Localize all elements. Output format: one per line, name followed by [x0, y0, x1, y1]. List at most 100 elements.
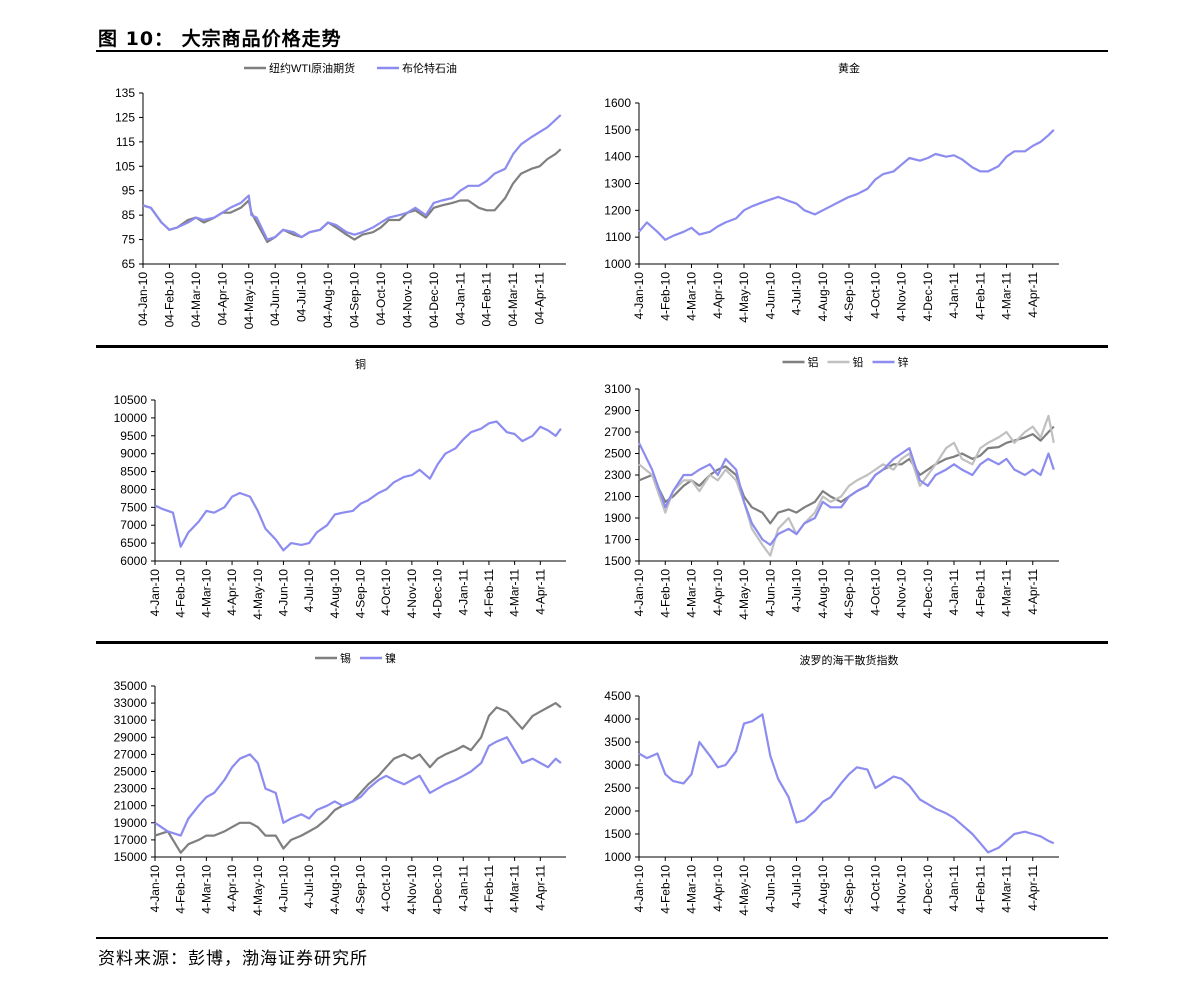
x-tick-label: 4-Feb-11	[973, 272, 987, 320]
y-tick-label: 8500	[120, 465, 147, 479]
y-tick-label: 2700	[604, 425, 631, 439]
x-tick-label: 4-Oct-10	[379, 865, 393, 912]
legend-label: 铝	[808, 355, 819, 369]
y-tick-label: 65	[122, 257, 136, 271]
y-tick-label: 2100	[604, 490, 631, 504]
x-tick-label: 4-Aug-10	[816, 569, 830, 619]
x-tick-label: 4-Mar-11	[1000, 569, 1014, 617]
x-tick-label: 4-Mar-10	[685, 569, 699, 618]
x-tick-label: 4-Apr-10	[225, 569, 239, 616]
y-tick-label: 6000	[120, 554, 147, 568]
x-tick-label: 4-Aug-10	[816, 865, 830, 915]
divider-rule-1	[96, 345, 1108, 348]
y-tick-label: 10000	[114, 411, 148, 425]
x-tick-label: 4-Sep-10	[842, 569, 856, 619]
x-tick-label: 04-Jan-11	[453, 272, 467, 325]
x-tick-label: 4-Apr-10	[711, 272, 725, 319]
x-tick-label: 4-Feb-10	[174, 865, 188, 914]
y-tick-label: 75	[122, 233, 136, 247]
x-tick-label: 4-Jan-10	[148, 569, 162, 617]
x-tick-label: 4-Dec-10	[431, 569, 445, 619]
x-tick-label: 4-Feb-10	[658, 569, 672, 618]
y-tick-label: 25000	[114, 765, 148, 779]
x-tick-label: 4-Jan-11	[947, 272, 961, 319]
chart-title: 铜	[355, 357, 366, 371]
chart-gold: 1000 1100 1200 1300 1400 1500 1600 4-Jan-10 4-Fe…	[604, 61, 1059, 323]
series-line-series-1	[638, 414, 1055, 557]
y-tick-label: 1600	[604, 96, 631, 110]
source-note: 资料来源：彭博，渤海证券研究所	[98, 949, 368, 969]
x-tick-label: 4-Apr-10	[711, 569, 725, 616]
x-tick-label: 4-Jul-10	[302, 569, 316, 613]
x-tick-label: 04-Nov-10	[400, 272, 414, 328]
y-tick-label: 9500	[120, 429, 147, 443]
series-line-series-2	[638, 442, 1055, 546]
x-tick-label: 4-Mar-10	[685, 272, 699, 321]
y-tick-label: 19000	[114, 816, 148, 830]
x-tick-label: 4-Jan-11	[456, 865, 470, 912]
legend-label: 镍	[385, 651, 396, 665]
y-tick-label: 1100	[605, 230, 631, 244]
y-tick-label: 35000	[114, 679, 148, 693]
x-tick-label: 4-Jan-10	[148, 865, 162, 913]
x-tick-label: 4-Dec-10	[921, 569, 935, 619]
x-tick-label: 4-Jun-10	[763, 272, 777, 320]
series-line-main	[154, 420, 562, 552]
series-line-series-0	[142, 148, 562, 244]
x-tick-label: 4-May-10	[737, 865, 751, 916]
x-tick-label: 04-Feb-10	[162, 272, 176, 328]
x-tick-label: 4-Aug-10	[328, 865, 342, 915]
x-tick-label: 4-Feb-11	[482, 569, 496, 617]
x-tick-label: 04-Dec-10	[427, 272, 441, 328]
x-tick-label: 04-May-10	[242, 272, 256, 330]
x-tick-label: 4-Mar-10	[199, 569, 213, 618]
x-tick-label: 4-Dec-10	[431, 865, 445, 915]
series-line-series-1	[142, 114, 562, 241]
x-tick-label: 04-Feb-11	[480, 272, 494, 327]
y-tick-label: 105	[115, 159, 135, 173]
y-tick-label: 3500	[604, 735, 631, 749]
y-tick-label: 8000	[120, 482, 147, 496]
x-tick-label: 4-May-10	[737, 272, 751, 323]
x-tick-label: 04-Apr-11	[533, 272, 547, 325]
x-tick-label: 4-Nov-10	[895, 865, 909, 915]
x-tick-label: 4-Apr-11	[1026, 865, 1040, 911]
y-tick-label: 21000	[114, 799, 148, 813]
x-tick-label: 4-Oct-10	[868, 272, 882, 319]
x-tick-label: 4-Mar-11	[1000, 865, 1014, 913]
y-tick-label: 2000	[604, 804, 631, 818]
x-tick-label: 4-Jan-10	[632, 569, 646, 617]
x-tick-label: 4-Jan-11	[947, 865, 961, 912]
x-tick-label: 4-Feb-11	[482, 865, 496, 913]
y-tick-label: 95	[122, 184, 136, 198]
y-tick-label: 3100	[604, 382, 631, 396]
legend-label: 纽约WTI原油期货	[269, 61, 355, 75]
divider-rule-2	[96, 641, 1108, 644]
series-line-main	[638, 129, 1055, 241]
x-tick-label: 04-Aug-10	[321, 272, 335, 328]
x-tick-label: 4-Jun-10	[276, 569, 290, 617]
y-tick-label: 1500	[604, 123, 631, 137]
x-tick-label: 4-Jun-10	[763, 865, 777, 913]
y-tick-label: 2500	[604, 447, 631, 461]
x-tick-label: 4-Jan-11	[947, 569, 961, 616]
x-tick-label: 4-Nov-10	[405, 569, 419, 619]
y-tick-label: 7000	[120, 518, 147, 532]
x-tick-label: 4-Oct-10	[868, 569, 882, 616]
y-tick-label: 2500	[604, 781, 631, 795]
y-tick-label: 2900	[604, 404, 631, 418]
y-tick-label: 1000	[604, 257, 631, 271]
x-tick-label: 4-Feb-11	[973, 865, 987, 913]
chart-tin-nickel: 15000 17000 19000 21000 23000 25000 27000 29000…	[114, 651, 566, 916]
x-tick-label: 4-Jul-10	[790, 272, 804, 316]
y-tick-label: 1300	[604, 177, 631, 191]
y-tick-label: 23000	[114, 782, 148, 796]
y-tick-label: 1200	[604, 203, 631, 217]
x-tick-label: 4-Feb-10	[658, 865, 672, 914]
y-tick-label: 31000	[114, 713, 148, 727]
chart-title: 波罗的海干散货指数	[800, 653, 899, 667]
series-line-series-1	[154, 736, 562, 837]
x-tick-label: 04-Jul-10	[295, 272, 309, 322]
figure-title: 图 10： 大宗商品价格走势	[98, 28, 342, 50]
x-tick-label: 4-Oct-10	[379, 569, 393, 616]
